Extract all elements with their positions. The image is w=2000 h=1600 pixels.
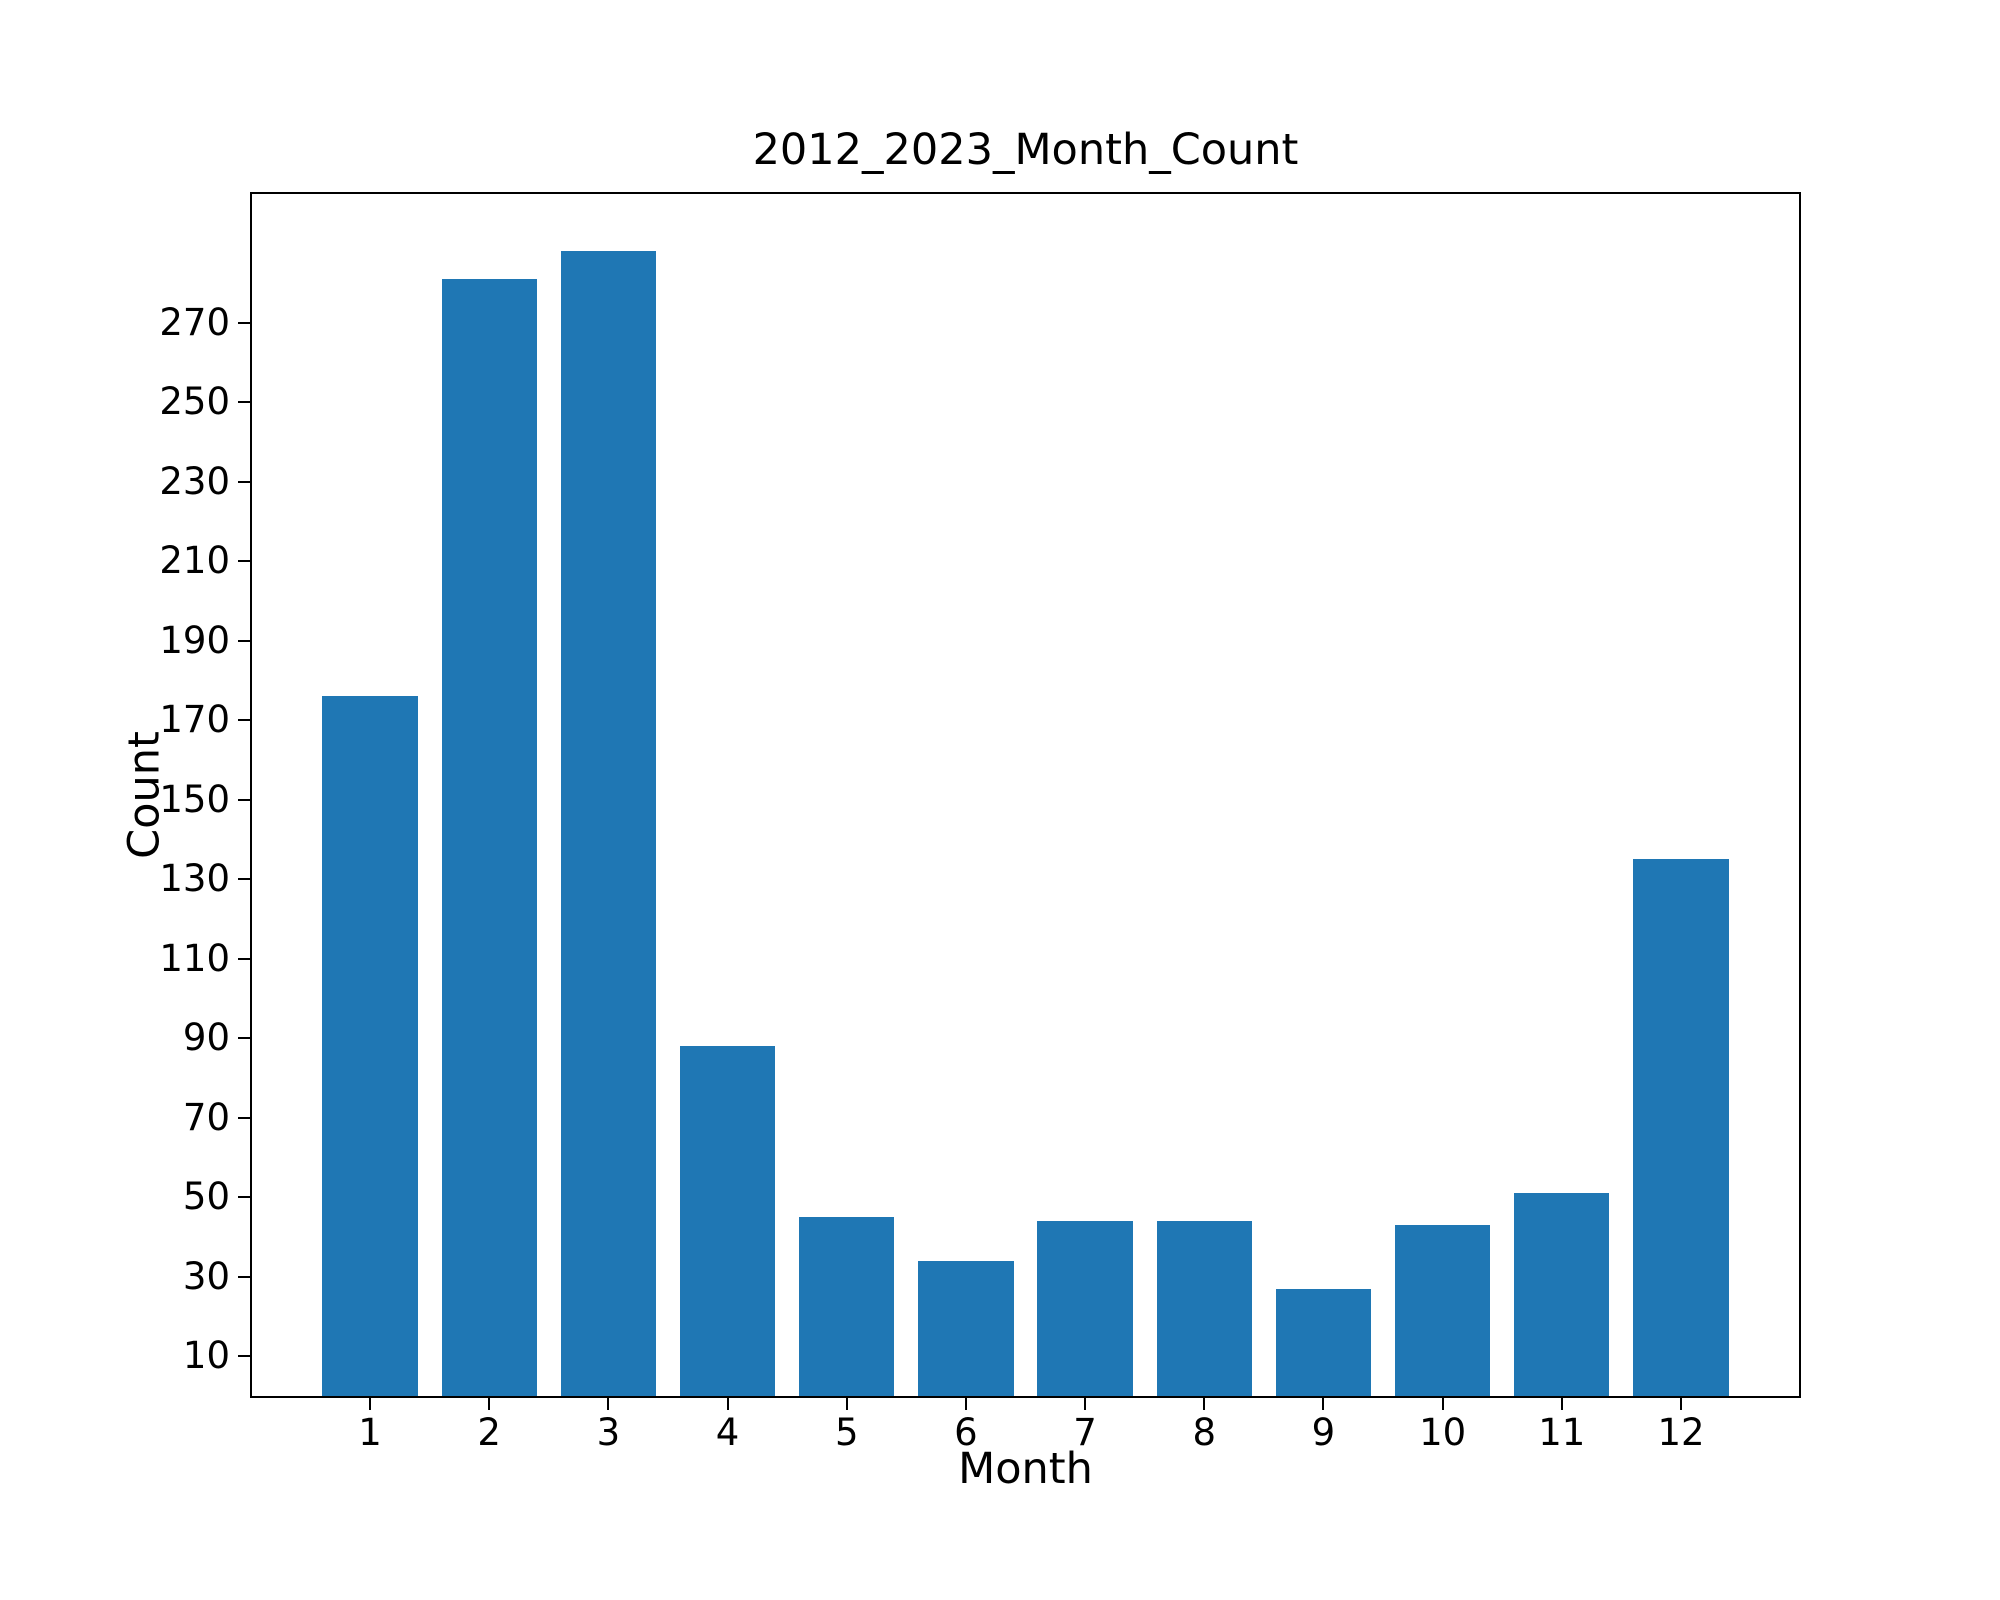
bar-month-1 (322, 696, 418, 1396)
x-tick-label-8: 8 (1192, 1411, 1217, 1454)
x-tick-label-11: 11 (1538, 1411, 1586, 1454)
y-tick-label-210: 210 (159, 539, 230, 583)
bar-month-8 (1156, 1221, 1252, 1396)
bar-month-12 (1633, 859, 1729, 1396)
x-tick-mark-9 (1322, 1398, 1325, 1410)
y-tick-label-150: 150 (159, 777, 230, 821)
x-tick-label-2: 2 (477, 1411, 501, 1454)
x-tick-label-9: 9 (1311, 1411, 1336, 1454)
y-tick-mark-210 (238, 560, 250, 563)
x-tick-mark-8 (1203, 1398, 1206, 1410)
y-tick-label-110: 110 (159, 936, 230, 980)
y-tick-label-50: 50 (182, 1175, 230, 1219)
y-tick-label-30: 30 (182, 1254, 230, 1298)
y-tick-label-70: 70 (182, 1095, 230, 1139)
x-tick-label-6: 6 (954, 1411, 978, 1454)
y-tick-mark-130 (238, 878, 250, 881)
x-tick-label-7: 7 (1073, 1411, 1097, 1454)
x-tick-mark-4 (726, 1398, 729, 1410)
bar-month-7 (1037, 1221, 1133, 1396)
y-tick-mark-30 (238, 1275, 250, 1278)
x-axis-label: Month (958, 1444, 1093, 1494)
x-tick-mark-12 (1680, 1398, 1682, 1410)
y-tick-label-90: 90 (182, 1016, 230, 1060)
bar-month-3 (560, 251, 657, 1396)
y-tick-mark-110 (238, 957, 250, 960)
chart-title: 2012_2023_Month_Count (752, 125, 1299, 175)
y-tick-mark-190 (238, 639, 250, 642)
bar-month-11 (1514, 1193, 1610, 1396)
x-tick-mark-1 (368, 1398, 371, 1410)
x-tick-label-4: 4 (715, 1411, 740, 1454)
x-tick-mark-6 (964, 1398, 967, 1410)
x-tick-label-10: 10 (1419, 1411, 1467, 1454)
y-tick-mark-150 (238, 798, 250, 801)
y-tick-label-190: 190 (159, 618, 230, 662)
x-tick-label-5: 5 (834, 1411, 859, 1454)
bar-month-5 (799, 1217, 895, 1396)
bar-month-10 (1394, 1225, 1491, 1396)
x-tick-mark-7 (1084, 1398, 1087, 1410)
x-tick-mark-2 (488, 1398, 491, 1410)
y-axis-label: Count (119, 731, 170, 859)
y-tick-label-270: 270 (159, 300, 230, 344)
x-tick-mark-10 (1441, 1398, 1444, 1410)
y-tick-mark-230 (238, 480, 250, 483)
x-tick-mark-11 (1560, 1398, 1563, 1410)
x-tick-label-1: 1 (358, 1411, 382, 1454)
x-tick-label-3: 3 (596, 1411, 621, 1454)
y-tick-label-170: 170 (159, 698, 230, 742)
x-tick-mark-5 (845, 1398, 848, 1410)
y-tick-mark-170 (238, 719, 250, 722)
x-tick-mark-3 (607, 1398, 610, 1410)
y-tick-label-130: 130 (159, 857, 230, 901)
bar-month-6 (918, 1260, 1014, 1396)
bar-month-9 (1275, 1288, 1372, 1396)
y-tick-mark-90 (238, 1037, 250, 1040)
y-tick-label-250: 250 (159, 380, 230, 424)
x-tick-label-12: 12 (1657, 1411, 1705, 1454)
y-tick-mark-70 (238, 1116, 250, 1119)
y-tick-mark-50 (238, 1196, 250, 1199)
bar-month-4 (679, 1046, 776, 1396)
y-tick-label-230: 230 (159, 459, 230, 503)
bar-month-2 (441, 279, 537, 1396)
plot-area (250, 192, 1801, 1398)
y-tick-mark-250 (238, 401, 250, 404)
y-tick-mark-10 (238, 1355, 250, 1358)
y-tick-label-10: 10 (182, 1334, 230, 1378)
y-tick-mark-270 (238, 321, 250, 324)
